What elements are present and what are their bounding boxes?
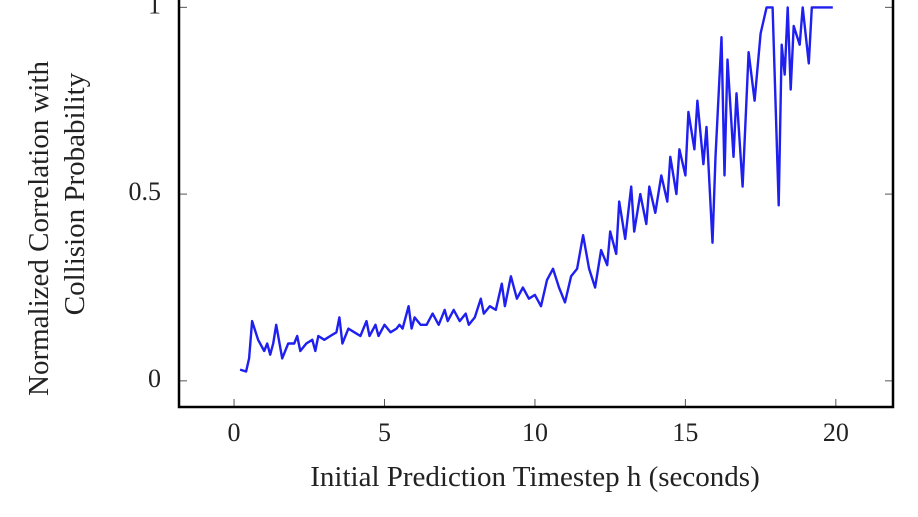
y-axis-label: Normalized Correlation with [23,60,55,396]
x-tick-label: 20 [823,418,849,447]
x-tick-label: 0 [228,418,241,447]
y-tick-label: 0.5 [129,177,162,206]
y-axis-label: Collision Probability [59,72,91,315]
y-tick-label: 0 [148,364,161,393]
x-tick-label: 10 [522,418,548,447]
x-tick-label: 5 [378,418,391,447]
data-line [239,6,833,373]
x-axis-label: Initial Prediction Timestep h (seconds) [310,461,759,493]
plot-frame [177,0,895,409]
y-tick-label: 1 [148,0,161,19]
x-tick-label: 15 [672,418,698,447]
